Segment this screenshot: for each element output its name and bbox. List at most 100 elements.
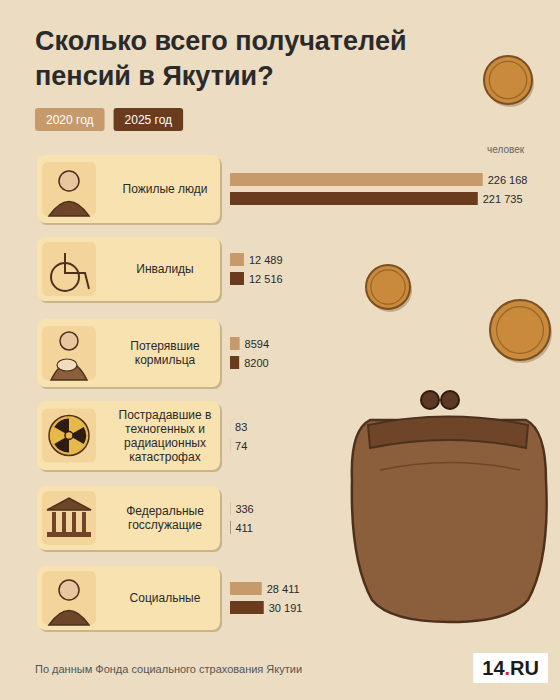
title: Сколько всего получателей пенсий в Якутии… — [35, 26, 407, 91]
bar — [230, 192, 478, 205]
coin-face — [484, 56, 532, 104]
category-line: техногенных и — [125, 422, 205, 436]
category-line: Инвалиды — [136, 262, 194, 276]
data-label: 12 489 — [249, 254, 283, 266]
category-icon — [42, 491, 96, 545]
data-label: 226 168 — [488, 174, 528, 186]
data-label: 336 — [235, 503, 253, 515]
icon-bg — [42, 162, 96, 216]
coin — [366, 265, 412, 312]
bar — [230, 173, 483, 186]
category-line: Пострадавшие в — [119, 408, 212, 422]
data-label: 74 — [235, 440, 247, 452]
icon-column — [62, 512, 66, 532]
category-label: Федеральныегосслужащие — [126, 504, 204, 532]
icon-bg — [42, 409, 96, 463]
category-icon — [42, 162, 96, 216]
icon-core — [65, 432, 73, 440]
purse-frame — [368, 417, 528, 449]
legend-label: 2025 год — [125, 113, 173, 127]
icon-column — [52, 512, 56, 532]
icon-head — [59, 580, 79, 600]
coin — [490, 300, 552, 363]
unit-label: человек — [487, 144, 525, 155]
bar — [230, 439, 231, 452]
bar — [230, 420, 231, 433]
bar — [230, 521, 231, 534]
bar — [230, 272, 244, 285]
category-line: катастрофах — [129, 450, 200, 464]
icon-bg — [42, 326, 96, 380]
chart: Сколько всего получателей пенсий в Якутии… — [0, 0, 560, 700]
category-label: Пожилые люди — [123, 182, 208, 196]
icon-sign — [49, 416, 89, 456]
purse — [352, 391, 547, 622]
category-line: госслужащие — [128, 518, 202, 532]
icon-column — [72, 512, 76, 532]
category-panel — [37, 237, 220, 301]
icon-column — [82, 512, 86, 532]
category-line: Пожилые люди — [123, 182, 208, 196]
icon-body — [49, 202, 89, 217]
icon-base — [47, 532, 91, 537]
data-label: 28 411 — [267, 583, 300, 595]
decorations — [352, 56, 552, 622]
logo-part: RU — [510, 657, 539, 679]
logo: 14.RU — [482, 657, 539, 679]
purse-clasp — [421, 391, 439, 409]
category-line: Социальные — [130, 591, 201, 605]
panel-shadow — [39, 403, 222, 472]
category-line: Федеральные — [126, 504, 204, 518]
icon-roof — [47, 498, 91, 510]
category-icon — [42, 571, 96, 625]
bars — [230, 173, 483, 614]
purse-seam — [380, 463, 520, 471]
coin-rim — [497, 307, 544, 354]
coin-face — [490, 300, 550, 360]
legend-swatch — [35, 108, 105, 131]
title-line: Сколько всего получателей — [35, 26, 407, 56]
icon-baby — [57, 359, 77, 371]
coin-rim — [489, 61, 526, 98]
category-line: Потерявшие — [130, 339, 200, 353]
icon-bg — [42, 571, 96, 625]
bar — [230, 356, 239, 369]
category-panel — [37, 486, 220, 550]
data-label: 8200 — [244, 357, 268, 369]
data-label: 411 — [235, 522, 253, 534]
title-line: пенсий в Якутии? — [35, 61, 274, 91]
category-icon — [42, 326, 96, 380]
category-panel — [37, 566, 220, 630]
purse-clasp — [441, 391, 459, 409]
icon-chair — [65, 253, 89, 289]
category-label: Инвалиды — [136, 262, 194, 276]
category-icon — [42, 409, 96, 463]
icon-body — [49, 611, 89, 626]
bar — [230, 601, 264, 614]
legend-swatch — [114, 108, 184, 131]
coin-rim — [371, 270, 405, 304]
bar — [230, 337, 240, 350]
data-label: 30 191 — [269, 602, 303, 614]
coin — [484, 56, 534, 107]
category-panel — [37, 401, 220, 470]
icon-head — [59, 171, 79, 191]
purse-body — [352, 420, 547, 622]
source-note: По данным Фонда социального страхования … — [35, 663, 302, 675]
background — [0, 0, 560, 700]
category-panel — [37, 155, 220, 223]
data-label: 83 — [235, 421, 247, 433]
logo-part: 14 — [482, 657, 505, 679]
category-label: Пострадавшие втехногенных ирадиационныхк… — [119, 408, 212, 464]
category-label: Потерявшиекормильца — [130, 339, 200, 367]
bar — [230, 502, 231, 515]
category-panel — [37, 319, 220, 387]
category-icon — [42, 242, 96, 296]
data-label: 221 735 — [483, 193, 523, 205]
category-line: радиационных — [124, 436, 206, 450]
bar — [230, 582, 262, 595]
icon-bg — [42, 491, 96, 545]
icon-head — [60, 332, 78, 350]
category-line: кормильца — [135, 353, 196, 367]
data-label: 12 516 — [249, 273, 283, 285]
